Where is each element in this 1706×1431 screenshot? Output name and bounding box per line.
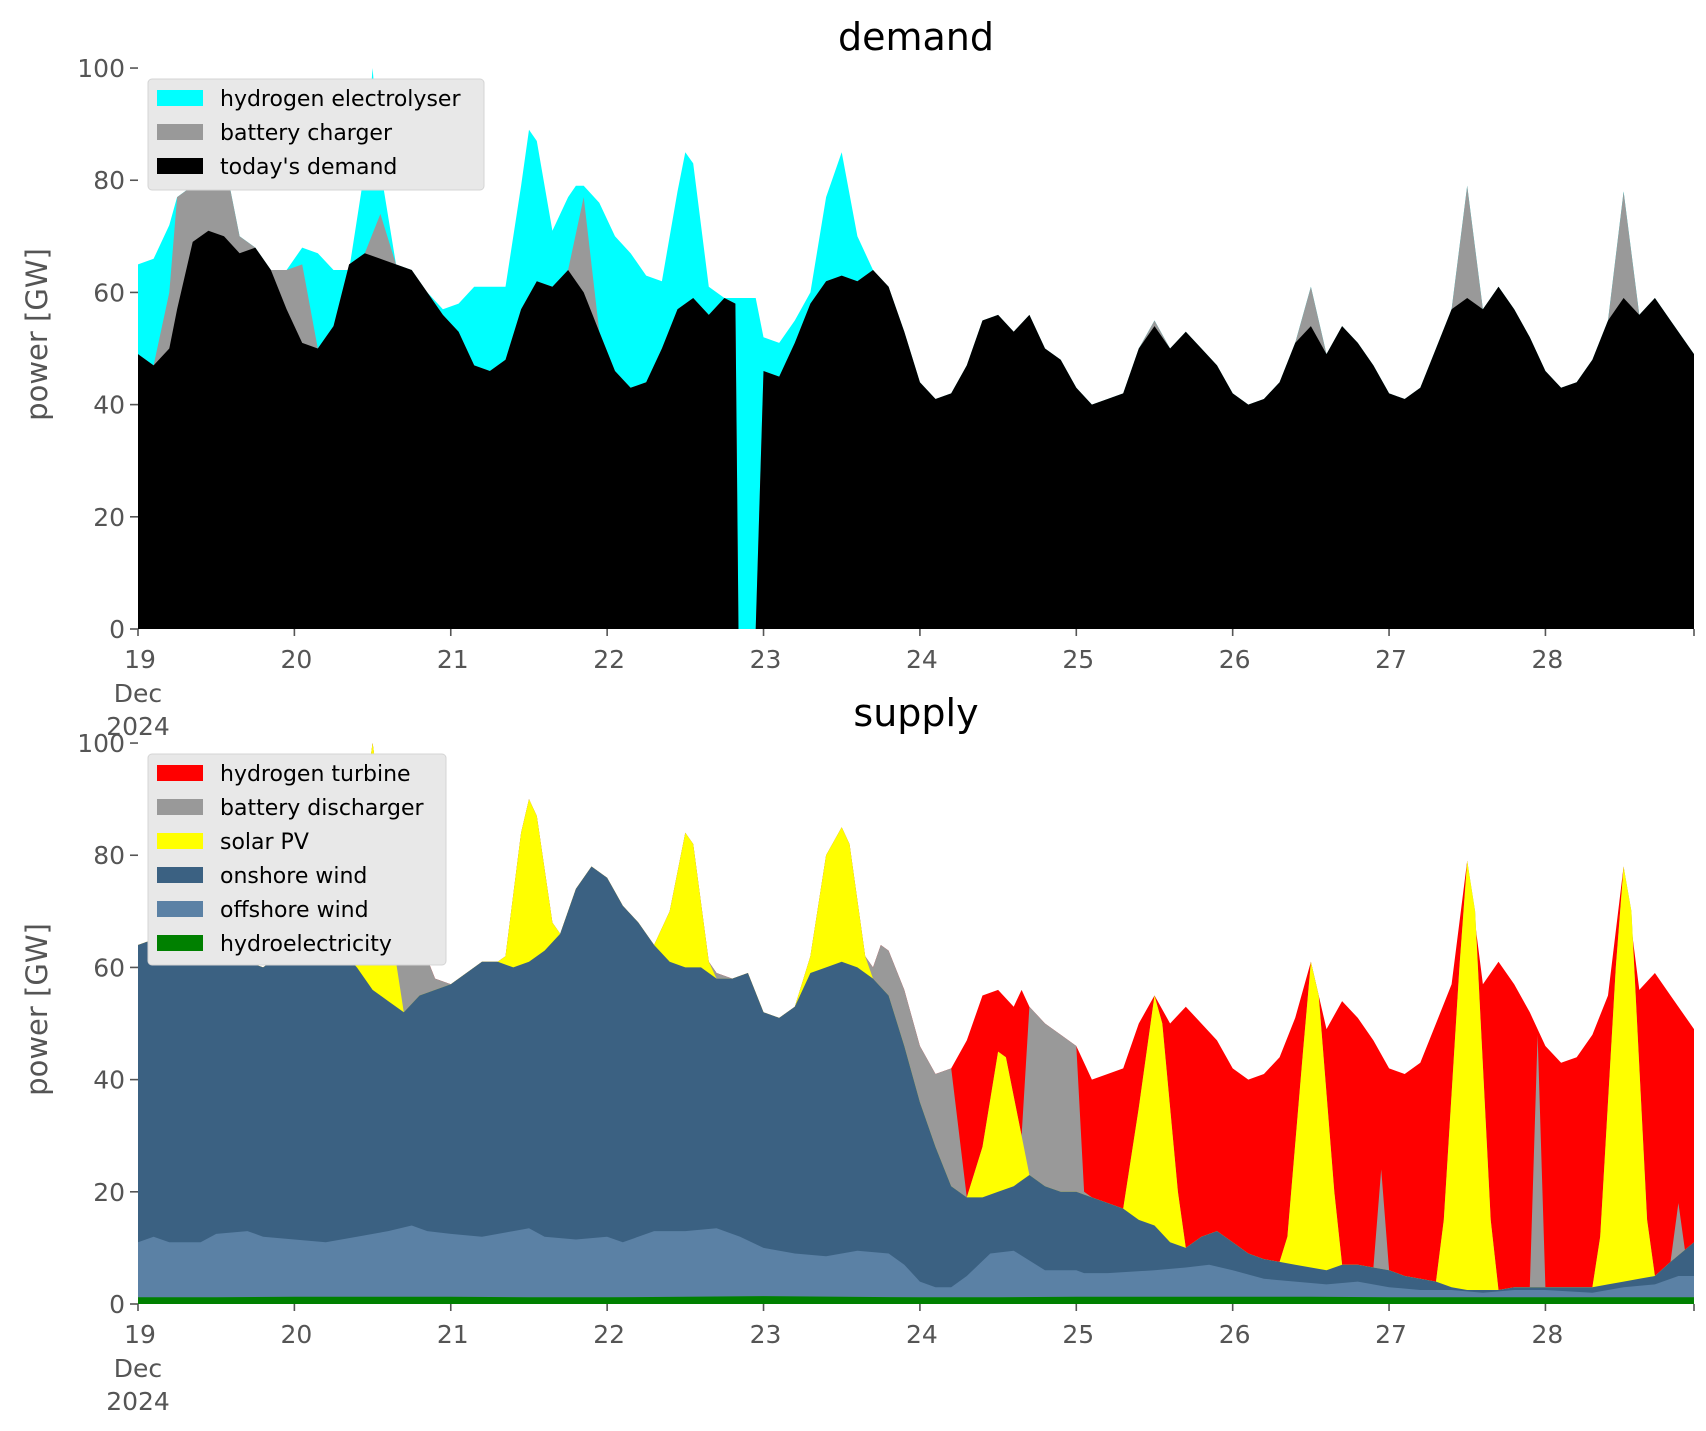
x-tick-label: 25 xyxy=(1062,1320,1094,1349)
x-tick-label: 22 xyxy=(593,645,625,674)
legend-swatch-battery-discharger xyxy=(157,799,203,815)
x-tick-label: 25 xyxy=(1062,645,1094,674)
x-tick-label: 23 xyxy=(750,1320,782,1349)
legend-swatch-solar-pv xyxy=(157,833,203,849)
legend: hydrogen electrolyser battery charger toda… xyxy=(147,78,485,191)
legend-label-onshore-wind: onshore wind xyxy=(220,864,367,889)
x-tick-label: 19 xyxy=(124,645,156,674)
x-tick-label: 26 xyxy=(1219,645,1251,674)
x-tick-sublabel: 2024 xyxy=(106,1387,170,1416)
legend-swatch-hydroelectricity xyxy=(157,935,203,951)
y-tick-label: 100 xyxy=(77,729,125,758)
x-tick-label: 27 xyxy=(1375,1320,1407,1349)
legend-label-offshore-wind: offshore wind xyxy=(220,898,369,923)
x-tick-label: 24 xyxy=(906,645,938,674)
supply-chart: supply 0 20 40 60 80 100 19 Dec 2024 20 21 22 23 24 25 2… xyxy=(20,691,1695,1416)
legend-swatch-hydrogen-turbine xyxy=(157,765,203,781)
chart-title: demand xyxy=(838,15,994,59)
legend-box xyxy=(147,753,447,966)
x-tick-label: 19 xyxy=(124,1320,156,1349)
y-tick-label: 0 xyxy=(109,615,125,644)
y-tick-label: 60 xyxy=(93,278,125,307)
legend-swatch-hydrogen-electrolyser xyxy=(157,90,203,106)
x-tick-label: 21 xyxy=(437,645,469,674)
x-tick-label: 23 xyxy=(750,645,782,674)
x-tick-label: 26 xyxy=(1219,1320,1251,1349)
legend-label-hydroelectricity: hydroelectricity xyxy=(220,932,392,957)
x-tick-label: 28 xyxy=(1532,1320,1564,1349)
area-offshore-wind xyxy=(138,1225,1694,1304)
y-tick-label: 40 xyxy=(93,1066,125,1095)
x-tick-label: 24 xyxy=(906,1320,938,1349)
legend-box xyxy=(147,78,485,191)
y-tick-label: 20 xyxy=(93,503,125,532)
area-onshore-wind xyxy=(138,866,1694,1304)
area-hydroelectricity xyxy=(138,1296,1694,1304)
legend-label-today-s-demand: today's demand xyxy=(220,155,397,180)
area-today-s-demand xyxy=(138,230,1694,629)
legend-label-hydrogen-electrolyser: hydrogen electrolyser xyxy=(220,87,461,112)
x-tick-sublabel: Dec xyxy=(114,679,162,708)
y-tick-label: 20 xyxy=(93,1178,125,1207)
legend-label-solar-pv: solar PV xyxy=(220,830,309,855)
legend-label-battery-discharger: battery discharger xyxy=(220,796,425,821)
y-tick-label: 60 xyxy=(93,953,125,982)
demand-chart: demand 0 20 40 60 80 100 19 Dec 2024 20 21 22 23 24 25 2… xyxy=(20,15,1695,741)
legend-swatch-offshore-wind xyxy=(157,901,203,917)
y-tick-label: 100 xyxy=(77,54,125,83)
x-tick-label: 28 xyxy=(1532,645,1564,674)
legend-label-battery-charger: battery charger xyxy=(220,121,393,146)
y-tick-label: 0 xyxy=(109,1290,125,1319)
x-tick-label: 22 xyxy=(593,1320,625,1349)
x-tick-sublabel: Dec xyxy=(114,1354,162,1383)
x-tick-label: 27 xyxy=(1375,645,1407,674)
y-tick-label: 80 xyxy=(93,166,125,195)
legend-swatch-today-s-demand xyxy=(157,158,203,174)
y-tick-label: 80 xyxy=(93,841,125,870)
legend-swatch-onshore-wind xyxy=(157,867,203,883)
legend-label-hydrogen-turbine: hydrogen turbine xyxy=(220,762,411,787)
x-tick-sublabel: 2024 xyxy=(106,712,170,741)
y-axis-label: power [GW] xyxy=(20,923,54,1096)
legend: hydrogen turbine battery discharger solar … xyxy=(147,753,447,966)
x-tick-label: 20 xyxy=(280,645,312,674)
x-tick-label: 20 xyxy=(280,1320,312,1349)
x-tick-label: 21 xyxy=(437,1320,469,1349)
chart-title: supply xyxy=(853,691,978,735)
y-axis-label: power [GW] xyxy=(20,248,54,421)
y-tick-label: 40 xyxy=(93,391,125,420)
legend-swatch-battery-charger xyxy=(157,124,203,140)
